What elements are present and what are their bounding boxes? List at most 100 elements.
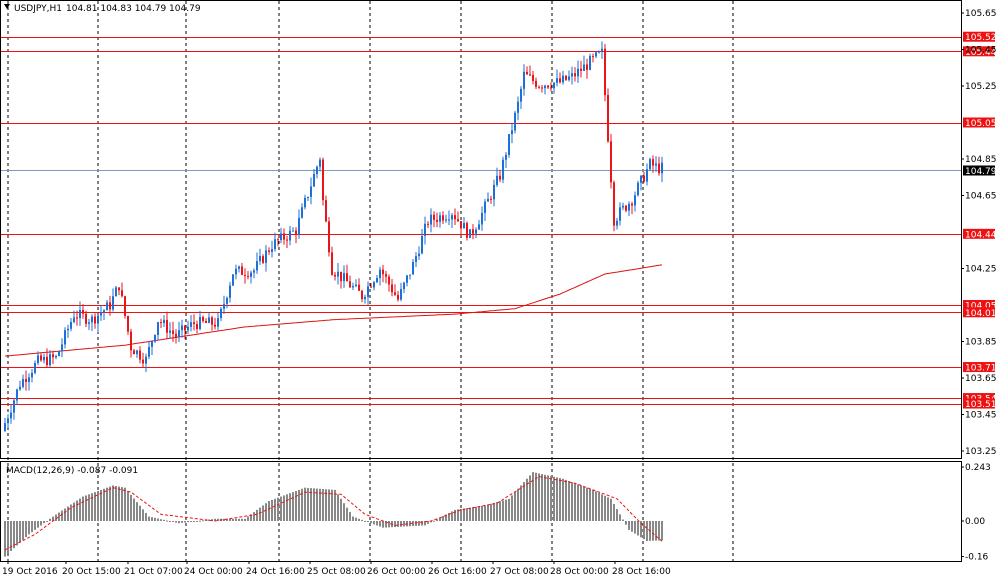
candle-body	[82, 309, 84, 314]
candle-body	[478, 224, 480, 230]
candle-body	[181, 325, 183, 331]
candle-body	[472, 229, 474, 234]
macd-bar	[64, 508, 66, 521]
macd-bar	[556, 477, 558, 521]
candle-body	[412, 261, 414, 275]
candle-body	[274, 239, 276, 250]
level-label-box	[963, 31, 995, 42]
candle-body	[142, 359, 144, 364]
macd-bar	[535, 472, 537, 521]
macd-bar	[316, 488, 318, 521]
macd-bar	[127, 491, 129, 521]
candle-body	[574, 73, 576, 77]
candle-body	[370, 286, 372, 288]
candle-body	[313, 173, 315, 187]
macd-bar	[478, 506, 480, 521]
candle-body	[217, 318, 219, 327]
macd-bar	[412, 521, 414, 527]
candle-body	[538, 86, 540, 88]
macd-bar	[172, 521, 174, 522]
macd-bar	[616, 509, 618, 521]
candle-body	[529, 74, 531, 76]
macd-bar	[268, 501, 270, 521]
candle-body	[13, 400, 15, 413]
level-label: 104.05	[965, 302, 997, 312]
macd-bar	[130, 494, 132, 521]
macd-tick-label: -0.16	[965, 553, 989, 563]
candle-body	[88, 322, 90, 324]
macd-bar	[94, 492, 96, 521]
macd-bar	[109, 486, 111, 521]
macd-bar	[544, 474, 546, 521]
dropdown-triangle-icon[interactable]	[4, 4, 10, 9]
macd-bar	[277, 497, 279, 521]
macd-bar	[424, 521, 426, 526]
macd-bar	[568, 481, 570, 521]
macd-bar	[457, 509, 459, 521]
candle-body	[481, 212, 483, 225]
price-panel-frame	[0, 0, 962, 459]
macd-bar	[124, 487, 126, 521]
candle-body	[463, 223, 465, 229]
macd-bar	[352, 516, 354, 521]
chart-header: USDJPY,H1 104.81 104.83 104.79 104.79	[4, 4, 201, 14]
candle-body	[616, 220, 618, 226]
level-label: 103.71	[965, 364, 997, 374]
macd-bar	[307, 487, 309, 521]
candle-body	[496, 175, 498, 185]
candle-body	[583, 64, 585, 71]
macd-bar	[382, 521, 384, 528]
time-tick-label: 28 Oct 16:00	[612, 567, 671, 577]
macd-bar	[385, 521, 387, 528]
macd-bar	[106, 487, 108, 521]
candle-body	[304, 197, 306, 208]
candle-body	[211, 317, 213, 325]
candle-body	[130, 331, 132, 351]
price-tick-label: 104.65	[965, 192, 997, 202]
candle-body	[226, 297, 228, 304]
price-tick-label: 105.65	[965, 9, 997, 19]
macd-bar	[505, 499, 507, 521]
macd-bar	[25, 521, 27, 538]
macd-bar	[211, 519, 213, 521]
macd-bar	[508, 498, 510, 521]
macd-bar	[13, 521, 15, 549]
macd-bar	[31, 521, 33, 533]
candle-body	[55, 355, 57, 358]
candle-body	[565, 75, 567, 80]
macd-bar	[238, 518, 240, 521]
macd-bar	[589, 488, 591, 521]
macd-bar	[394, 521, 396, 528]
candle-body	[571, 73, 573, 77]
macd-bar	[85, 495, 87, 521]
macd-bar	[121, 487, 123, 521]
candle-body	[361, 290, 363, 300]
candle-body	[397, 294, 399, 300]
candle-body	[586, 64, 588, 70]
candle-body	[316, 166, 318, 174]
macd-bar	[340, 498, 342, 521]
macd-bar	[604, 495, 606, 521]
candle-body	[511, 130, 513, 135]
macd-bar	[157, 518, 159, 521]
macd-bar	[559, 478, 561, 521]
macd-bar	[91, 493, 93, 521]
macd-bar	[313, 488, 315, 521]
candle-body	[430, 214, 432, 225]
candle-body	[163, 319, 165, 324]
candle-body	[340, 271, 342, 281]
candle-body	[253, 270, 255, 273]
macd-bar	[331, 489, 333, 521]
macd-bar	[322, 489, 324, 521]
macd-bar	[34, 521, 36, 530]
macd-bar	[274, 498, 276, 521]
candle-body	[427, 223, 429, 225]
candle-body	[436, 219, 438, 222]
macd-bar	[154, 517, 156, 521]
candle-body	[334, 274, 336, 277]
macd-bar	[574, 483, 576, 521]
candle-body	[622, 205, 624, 208]
candle-body	[298, 217, 300, 235]
candle-body	[469, 229, 471, 238]
